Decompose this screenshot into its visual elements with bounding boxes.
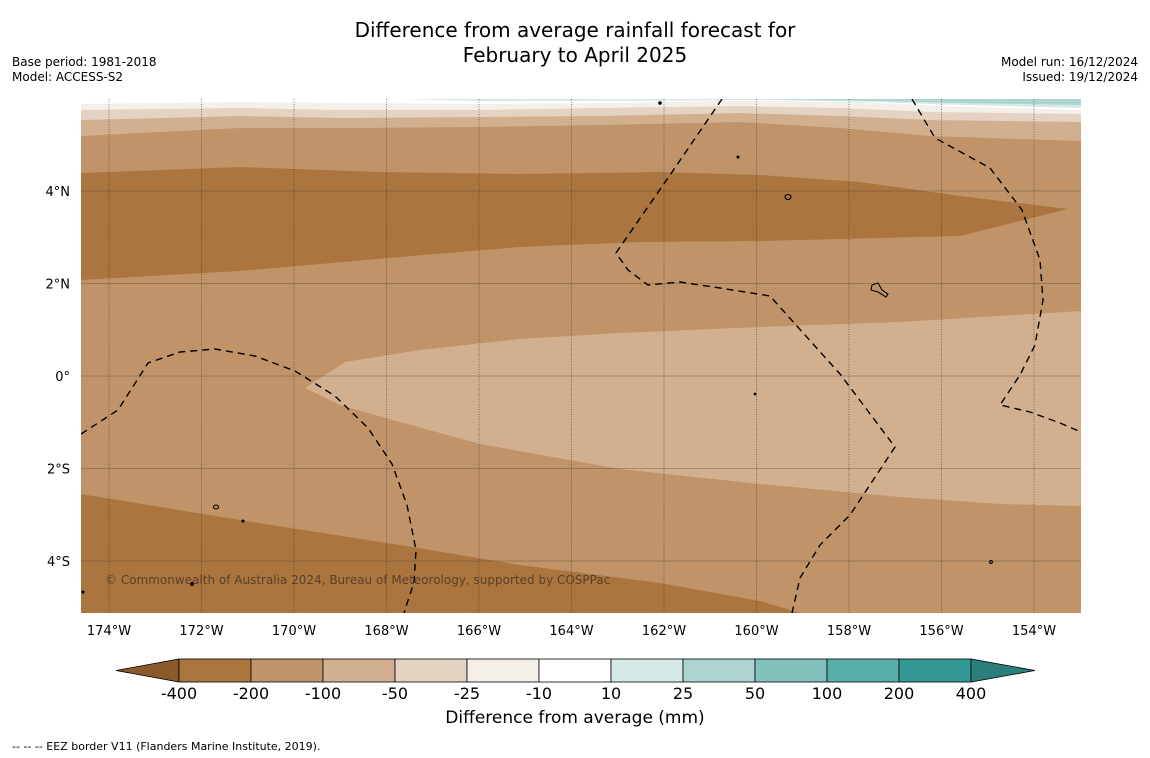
field-near-normal-north [81,99,1081,110]
colorbar-tick-label: -100 [305,684,341,703]
colorbar-tick-label: -25 [454,684,480,703]
eez-footnote: -- -- -- EEZ border V11 (Flanders Marine… [12,740,321,753]
meta-left: Base period: 1981-2018 Model: ACCESS-S2 [12,55,157,85]
island-2 [870,282,889,298]
latitude-label: 0° [55,370,70,385]
model-label: Model: ACCESS-S2 [12,70,124,84]
colorbar-title: Difference from average (mm) [445,708,705,728]
colorbar-swatch [394,658,468,683]
longitude-label: 170°W [272,624,316,639]
eez-border-central [615,99,896,613]
colorbar-extend-low [115,658,180,683]
longitude-label: 154°W [1012,624,1056,639]
colorbar-tick-labels: -400 -200 -100 -50 -25 -10 10 25 50 100 200 400 [161,684,986,703]
eez-border-east [911,99,1081,433]
longitude-label: 156°W [919,624,963,639]
anomaly-fields: © Commonwealth of Australia 2024, Bureau… [81,99,1081,613]
colorbar-tick-label: 10 [601,684,621,703]
island-1 [784,193,792,201]
colorbar-tick-label: 100 [812,684,843,703]
latitude-label: 2°N [46,278,71,293]
colorbar [115,658,1036,683]
colorbar-tick-label: 50 [745,684,765,703]
island-6 [190,582,194,586]
colorbar-extend-high [970,658,1036,683]
field-25-to-50-north [430,99,1081,105]
island-7 [989,560,993,564]
longitude-label: 158°W [827,624,871,639]
latitude-label: 2°S [47,463,70,478]
longitude-label: 168°W [364,624,408,639]
longitude-labels: 174°W 172°W 170°W 168°W 166°W 164°W 162°W 160°W… [87,624,1056,639]
meta-right: Model run: 16/12/2024 Issued: 19/12/2024 [1001,55,1138,85]
colorbar-tick-label: 25 [673,684,693,703]
colorbar-swatch [826,658,900,683]
island-8 [241,519,245,523]
colorbar-tick-label: -200 [233,684,269,703]
longitude-label: 160°W [734,624,778,639]
gridlines [81,99,1081,613]
longitude-label: 174°W [87,624,131,639]
colorbar-swatch [682,658,756,683]
field-minus-400-to-200-south [81,494,800,613]
latitude-label: 4°S [47,555,70,570]
colorbar-swatch [466,658,540,683]
latitude-label: 4°N [46,185,71,200]
issued-label: Issued: 19/12/2024 [1022,70,1138,84]
colorbar-swatch [754,658,828,683]
title-line-1: Difference from average rainfall forecas… [354,18,796,42]
eez-border-west [81,348,417,613]
colorbar-tick-label: -50 [382,684,408,703]
map-title: Difference from average rainfall forecas… [0,18,1150,68]
island-5 [736,155,740,159]
colorbar-swatch [538,658,612,683]
longitude-label: 164°W [549,624,593,639]
colorbar-tick-label: 400 [956,684,987,703]
copyright-text: © Commonwealth of Australia 2024, Bureau… [105,573,610,587]
colorbar-tick-label: -400 [161,684,197,703]
eez-borders [81,99,1081,613]
islands [81,101,993,594]
colorbar-tick-label: -10 [526,684,552,703]
base-period-label: Base period: 1981-2018 [12,55,157,69]
colorbar-swatch [898,658,972,683]
field-minus-400-to-200-north [81,167,1068,280]
island-9 [753,392,757,396]
colorbar-swatch [610,658,684,683]
model-run-label: Model run: 16/12/2024 [1000,55,1138,69]
colorbar-swatch [250,658,324,683]
latitude-labels: 4°N 2°N 0° 2°S 4°S [46,185,71,570]
longitude-label: 166°W [457,624,501,639]
island-10 [81,590,85,594]
title-line-2: February to April 2025 [462,43,688,67]
island-3 [212,504,220,510]
colorbar-swatch [178,658,252,683]
colorbar-swatch [322,658,396,683]
longitude-label: 172°W [179,624,223,639]
field-minus-100-to-50-equatorial [305,311,1081,506]
island-4 [658,101,662,105]
colorbar-tick-label: 200 [884,684,915,703]
longitude-label: 162°W [642,624,686,639]
